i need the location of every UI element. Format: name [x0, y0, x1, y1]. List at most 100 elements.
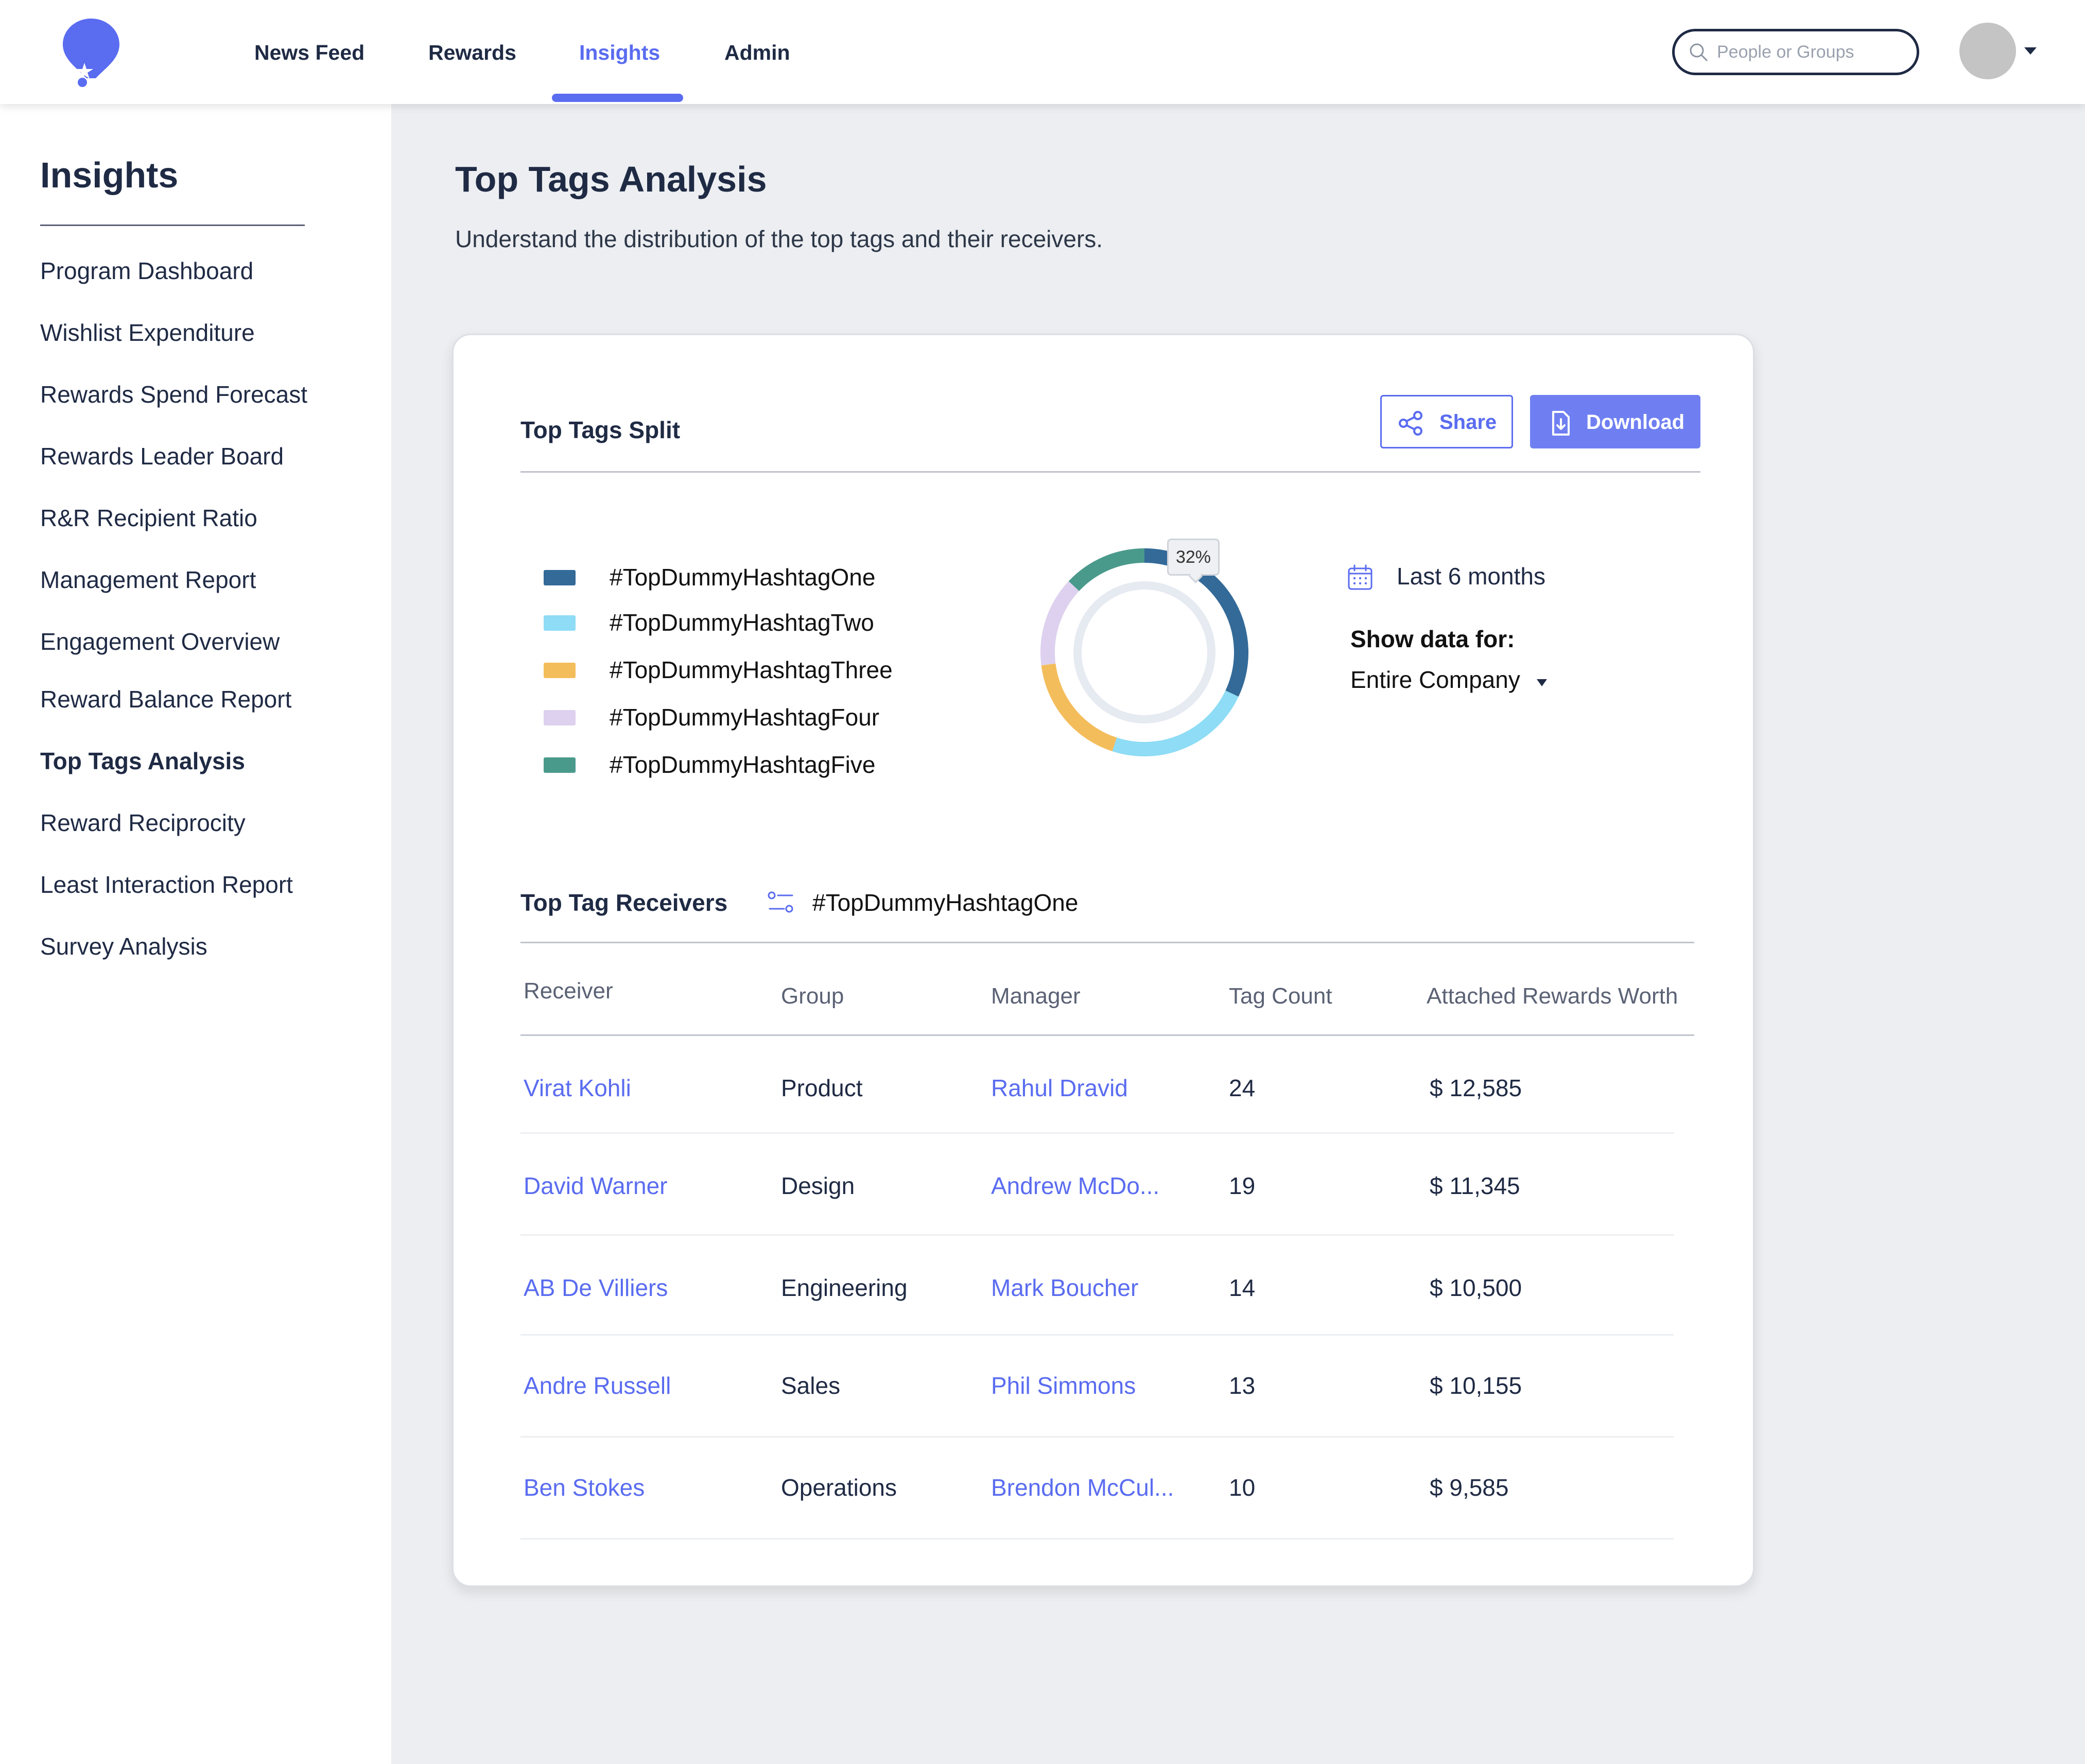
download-button-label: Download	[1586, 411, 1685, 434]
scope-value: Entire Company	[1350, 666, 1520, 693]
column-header-group[interactable]: Group	[781, 983, 844, 1009]
user-avatar[interactable]	[1959, 23, 2016, 79]
sidebar-item-rr-recipient-ratio[interactable]: R&R Recipient Ratio	[40, 505, 257, 531]
sidebar-item-rewards-spend-forecast[interactable]: Rewards Spend Forecast	[40, 381, 308, 408]
receivers-divider	[520, 942, 1694, 943]
chevron-down-icon[interactable]	[2024, 47, 2037, 55]
legend-swatch	[544, 663, 576, 678]
legend-label: #TopDummyHashtagOne	[610, 564, 876, 591]
receiver-link[interactable]: Ben Stokes	[524, 1474, 645, 1501]
row-divider	[520, 1436, 1674, 1438]
group-cell: Engineering	[781, 1274, 908, 1301]
sidebar-divider	[40, 224, 305, 226]
nav-rewards[interactable]: Rewards	[428, 41, 516, 64]
legend-swatch	[544, 710, 576, 725]
rewards-worth-cell: $ 10,155	[1430, 1372, 1522, 1399]
sidebar-item-reward-balance-report[interactable]: Reward Balance Report	[40, 686, 292, 713]
page-subtitle: Understand the distribution of the top t…	[455, 226, 1103, 252]
app-logo-icon[interactable]	[58, 15, 125, 88]
legend-item: #TopDummyHashtagTwo	[544, 608, 914, 637]
legend-swatch	[544, 570, 576, 585]
row-divider	[520, 1234, 1674, 1236]
split-divider	[520, 471, 1700, 473]
legend-label: #TopDummyHashtagTwo	[610, 609, 874, 636]
donut-slice[interactable]	[1040, 581, 1080, 666]
share-button[interactable]: Share	[1380, 395, 1513, 448]
group-cell: Product	[781, 1075, 863, 1101]
search-input[interactable]	[1717, 39, 1902, 65]
legend-item: #TopDummyHashtagOne	[544, 563, 914, 592]
rewards-worth-cell: $ 11,345	[1430, 1172, 1520, 1199]
top-navbar: News Feed Rewards Insights Admin	[0, 0, 2085, 104]
nav-insights[interactable]: Insights	[579, 41, 661, 64]
sidebar-item-reward-reciprocity[interactable]: Reward Reciprocity	[40, 809, 246, 836]
manager-link[interactable]: Rahul Dravid	[991, 1075, 1128, 1101]
manager-link[interactable]: Phil Simmons	[991, 1372, 1136, 1399]
legend-label: #TopDummyHashtagThree	[610, 656, 893, 683]
tag-count-cell: 13	[1229, 1372, 1256, 1399]
tag-count-cell: 19	[1229, 1172, 1256, 1199]
receiver-link[interactable]: AB De Villiers	[524, 1274, 668, 1301]
row-divider	[520, 1538, 1674, 1540]
nav-active-indicator	[552, 94, 683, 102]
sidebar: Insights Program Dashboard Wishlist Expe…	[0, 104, 391, 1764]
receiver-link[interactable]: David Warner	[524, 1172, 668, 1199]
group-cell: Operations	[781, 1474, 897, 1501]
manager-link[interactable]: Andrew McDo...	[991, 1172, 1160, 1199]
search-box[interactable]	[1672, 29, 1919, 75]
sidebar-title: Insights	[40, 155, 179, 195]
download-button[interactable]: Download	[1530, 395, 1700, 448]
top-tags-card: Top Tags Split Share Download #TopDu	[452, 334, 1754, 1587]
column-header-manager[interactable]: Manager	[991, 983, 1081, 1009]
download-file-icon	[1552, 411, 1570, 436]
filter-settings-icon[interactable]	[767, 888, 795, 917]
page-title: Top Tags Analysis	[455, 159, 767, 199]
selected-tag-filter[interactable]: #TopDummyHashtagOne	[812, 889, 1079, 916]
rewards-worth-cell: $ 10,500	[1430, 1274, 1522, 1301]
column-header-tag-count[interactable]: Tag Count	[1229, 983, 1332, 1009]
sidebar-item-least-interaction-report[interactable]: Least Interaction Report	[40, 871, 293, 898]
sidebar-item-engagement-overview[interactable]: Engagement Overview	[40, 628, 280, 655]
sidebar-item-rewards-leader-board[interactable]: Rewards Leader Board	[40, 443, 284, 470]
tag-count-cell: 10	[1229, 1474, 1256, 1501]
sidebar-item-management-report[interactable]: Management Report	[40, 566, 256, 593]
column-header-receiver[interactable]: Receiver	[524, 978, 613, 1004]
row-divider	[520, 1132, 1674, 1134]
manager-link[interactable]: Mark Boucher	[991, 1274, 1139, 1301]
tag-count-cell: 14	[1229, 1274, 1256, 1301]
row-divider	[520, 1334, 1674, 1336]
sidebar-item-survey-analysis[interactable]: Survey Analysis	[40, 933, 207, 960]
group-cell: Sales	[781, 1372, 841, 1399]
manager-link[interactable]: Brendon McCul...	[991, 1474, 1174, 1501]
table-header-divider	[520, 1034, 1694, 1036]
donut-slice[interactable]	[1112, 690, 1239, 756]
scope-dropdown[interactable]: Entire Company	[1350, 665, 1567, 696]
receiver-link[interactable]: Andre Russell	[524, 1372, 671, 1399]
top-tag-receivers-title: Top Tag Receivers	[520, 889, 728, 916]
receiver-link[interactable]: Virat Kohli	[524, 1075, 631, 1101]
donut-slice[interactable]	[1041, 663, 1117, 752]
share-button-label: Share	[1439, 411, 1497, 434]
legend-item: #TopDummyHashtagFour	[544, 703, 914, 732]
legend-label: #TopDummyHashtagFive	[610, 751, 876, 778]
sidebar-item-program-dashboard[interactable]: Program Dashboard	[40, 257, 254, 284]
donut-inner-ring	[1073, 581, 1215, 723]
column-header-rewards-worth[interactable]: Attached Rewards Worth	[1427, 983, 1678, 1009]
calendar-icon[interactable]	[1346, 564, 1374, 592]
sidebar-item-top-tags-analysis[interactable]: Top Tags Analysis	[40, 748, 245, 774]
donut-slice[interactable]	[1068, 548, 1145, 592]
nav-news-feed[interactable]: News Feed	[254, 41, 365, 64]
share-icon	[1399, 411, 1422, 436]
nav-admin[interactable]: Admin	[724, 41, 790, 64]
group-cell: Design	[781, 1172, 855, 1199]
legend-item: #TopDummyHashtagFive	[544, 750, 914, 779]
search-icon	[1690, 43, 1708, 61]
sidebar-item-wishlist-expenditure[interactable]: Wishlist Expenditure	[40, 319, 255, 346]
show-data-label: Show data for:	[1350, 626, 1515, 652]
date-range-label[interactable]: Last 6 months	[1397, 563, 1545, 590]
rewards-worth-cell: $ 9,585	[1430, 1474, 1509, 1501]
top-tags-donut-chart[interactable]	[1031, 539, 1258, 766]
donut-tooltip: 32%	[1167, 539, 1220, 576]
legend-label: #TopDummyHashtagFour	[610, 704, 880, 731]
legend-swatch	[544, 615, 576, 631]
